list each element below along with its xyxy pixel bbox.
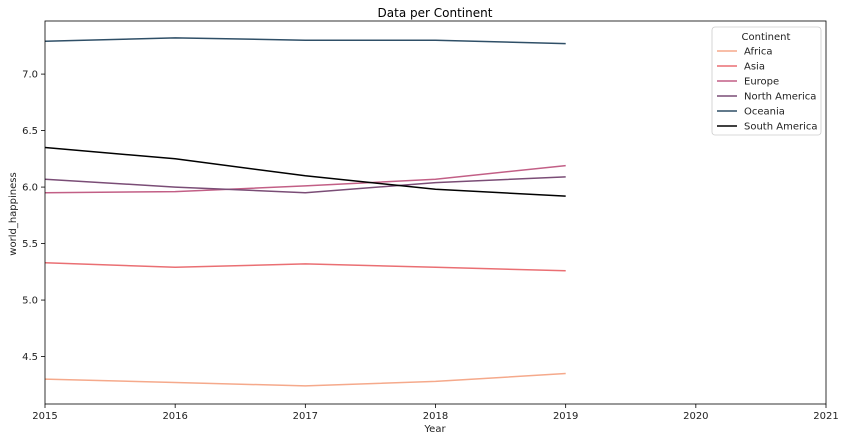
y-tick-label: 4.5 [22,352,38,363]
plot-frame [44,20,827,405]
series-line-asia [44,262,566,272]
x-tick-label: 2018 [423,411,448,422]
x-tick-label: 2019 [553,411,578,422]
x-tick-label: 2017 [293,411,318,422]
series-line-africa [44,372,566,387]
legend-items: Africa Asia Europe North America Oceania Sout… [717,47,818,133]
x-axis-label: Year [423,424,446,435]
legend-label: Oceania [744,107,785,118]
x-tick-label: 2020 [683,411,708,422]
x-tick-label: 2015 [32,411,57,422]
legend-title: Continent [742,32,791,43]
y-axis: 4.5 5.0 5.5 6.0 6.5 7.0 [22,70,45,363]
legend-label: Africa [744,47,773,58]
legend-label: North America [744,92,816,103]
legend-label: South America [744,122,818,133]
legend: Continent Africa Asia Europe North America O… [711,26,822,136]
y-tick-label: 5.5 [22,239,38,250]
series-line-south-america [44,146,566,197]
series-line-europe [44,164,566,194]
plot-lines [44,37,566,387]
x-tick-label: 2021 [813,411,838,422]
x-axis: 2015 2016 2017 2018 2019 2020 2021 [32,404,839,422]
y-tick-label: 6.0 [22,183,38,194]
series-line-north-america [44,176,566,194]
legend-label: Asia [744,62,765,73]
legend-label: Europe [744,77,779,88]
y-tick-label: 5.0 [22,296,38,307]
y-tick-label: 7.0 [22,70,38,81]
legend-box [711,26,822,136]
chart-title: Data per Continent [378,6,493,20]
y-axis-label: world_happiness [8,172,19,255]
y-tick-label: 6.5 [22,126,38,137]
series-line-oceania [44,37,566,45]
x-tick-label: 2016 [162,411,187,422]
